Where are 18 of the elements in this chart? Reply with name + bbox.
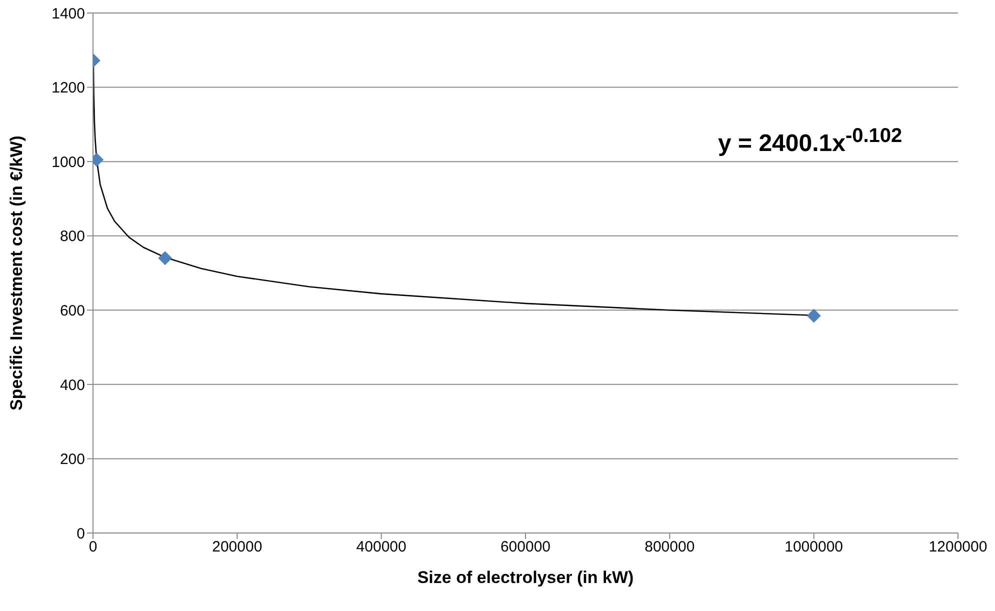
y-tick-label: 600: [60, 302, 85, 320]
y-tick-label: 0: [76, 525, 85, 542]
x-tick-label: 0: [88, 538, 98, 556]
y-tick-label: 1200: [52, 80, 85, 97]
x-tick-label: 600000: [500, 538, 551, 556]
x-tick-label: 1200000: [928, 538, 988, 556]
annotation: y = 2400.1x$^{-0.102}$: [718, 125, 902, 158]
x-tick-label: 1000000: [784, 538, 844, 556]
x-tick-label: 200000: [212, 538, 262, 556]
y-axis-title: Specific Investment cost (in €/kW): [7, 136, 26, 410]
y-tick-label: 1400: [52, 5, 85, 22]
x-tick-label: 800000: [644, 538, 695, 556]
y-tick-label: 400: [60, 376, 85, 394]
y-tick-label: 200: [60, 451, 85, 468]
y-tick-label: 800: [60, 228, 85, 246]
y-tick-label: 1000: [52, 154, 85, 171]
x-tick-label: 400000: [356, 538, 406, 556]
x-axis-title: Size of electrolyser (in kW): [417, 568, 634, 587]
